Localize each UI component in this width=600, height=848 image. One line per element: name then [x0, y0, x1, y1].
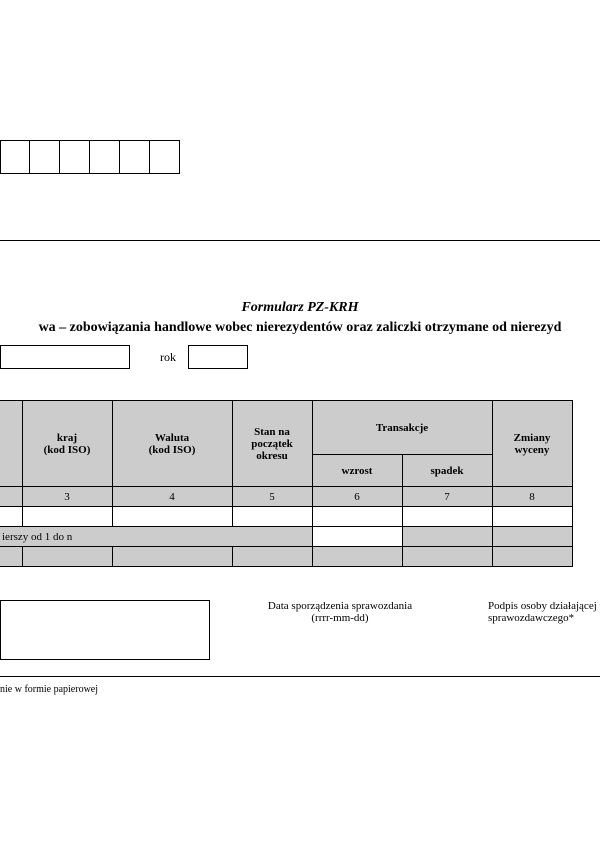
form-title: Formularz PZ-KRH — [0, 300, 600, 316]
col-num-3: 3 — [22, 487, 112, 507]
data-cell[interactable] — [402, 507, 492, 527]
col-num-8: 8 — [492, 487, 572, 507]
id-cell[interactable] — [0, 140, 30, 174]
sum-cell-zmiany — [492, 527, 572, 547]
col-header-spadek: spadek — [402, 455, 492, 487]
id-cell[interactable] — [120, 140, 150, 174]
data-cell[interactable] — [312, 507, 402, 527]
col-header-waluta: Waluta (kod ISO) — [112, 401, 232, 487]
col-num-4: 4 — [112, 487, 232, 507]
divider — [0, 240, 600, 241]
data-cell[interactable] — [232, 507, 312, 527]
period-label: rok — [160, 350, 176, 365]
id-cell[interactable] — [60, 140, 90, 174]
data-cell[interactable] — [112, 507, 232, 527]
sum2-cell — [492, 547, 572, 567]
form-subtitle: wa – zobowiązania handlowe wobec nierezy… — [0, 320, 600, 336]
sum2-cell — [312, 547, 402, 567]
col-header-kraj: kraj (kod ISO) — [22, 401, 112, 487]
year-input[interactable] — [188, 345, 248, 369]
footnote: nie w formie papierowej — [0, 684, 98, 695]
sum-cell-wzrost[interactable] — [312, 527, 402, 547]
period-input-1[interactable] — [0, 345, 130, 369]
date-label: Data sporządzenia sprawozdania (rrrr-mm-… — [250, 600, 430, 624]
col-header-zmiany: Zmiany wyceny — [492, 401, 572, 487]
col-num-7: 7 — [402, 487, 492, 507]
col-num-6: 6 — [312, 487, 402, 507]
col-header-blank — [0, 401, 22, 487]
sum-cell-spadek — [402, 527, 492, 547]
sum-label: ierszy od 1 do n — [0, 527, 312, 547]
sum2-cell — [112, 547, 232, 567]
divider — [0, 676, 600, 677]
col-num-5: 5 — [232, 487, 312, 507]
data-cell[interactable] — [0, 507, 22, 527]
data-cell[interactable] — [22, 507, 112, 527]
col-header-stan: Stan na początek okresu — [232, 401, 312, 487]
signature-box[interactable] — [0, 600, 210, 660]
signature-label: Podpis osoby działającej w i sprawozdawc… — [488, 600, 600, 624]
sum2-cell — [402, 547, 492, 567]
sum2-cell — [232, 547, 312, 567]
sum2-cell — [22, 547, 112, 567]
col-header-wzrost: wzrost — [312, 455, 402, 487]
col-header-transakcje: Transakcje — [312, 401, 492, 455]
main-table: kraj (kod ISO) Waluta (kod ISO) Stan na … — [0, 400, 573, 567]
id-cell[interactable] — [90, 140, 120, 174]
col-num — [0, 487, 22, 507]
sum2-cell — [0, 547, 22, 567]
period-row: rok — [0, 345, 248, 369]
data-cell[interactable] — [492, 507, 572, 527]
id-cell[interactable] — [150, 140, 180, 174]
id-cells — [0, 140, 180, 174]
id-cell[interactable] — [30, 140, 60, 174]
